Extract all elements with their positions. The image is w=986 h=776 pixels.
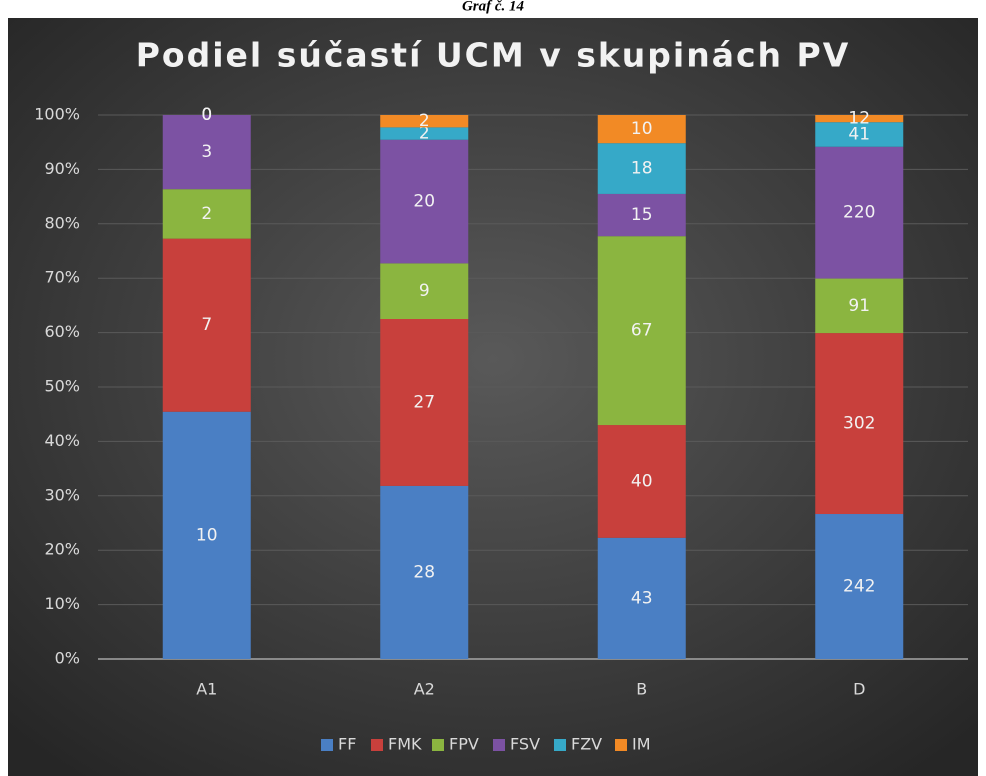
data-label: 7 <box>201 315 212 335</box>
y-tick-label: 50% <box>44 377 80 396</box>
data-label: 10 <box>196 525 218 545</box>
y-tick-label: 70% <box>44 268 80 287</box>
bar-segment <box>597 193 686 237</box>
bar-segment <box>380 319 469 486</box>
legend-label: FSV <box>510 735 540 754</box>
data-label: 20 <box>413 192 435 212</box>
data-label: 2 <box>419 124 430 144</box>
bar-segment <box>162 189 251 239</box>
bar-segment <box>597 236 686 426</box>
data-label: 3 <box>201 142 212 162</box>
data-label: 67 <box>631 321 653 341</box>
caption: Graf č. 14 <box>462 0 525 14</box>
data-label: 12 <box>848 109 870 129</box>
y-tick-label: 100% <box>34 105 80 124</box>
bar-segment <box>597 537 686 659</box>
bar-segment <box>380 485 469 659</box>
x-tick-label: A1 <box>196 680 217 699</box>
data-label: 28 <box>413 562 435 582</box>
x-tick-label: D <box>853 680 865 699</box>
bar-segment <box>162 115 251 190</box>
data-label: 302 <box>843 414 875 434</box>
bar-segment <box>815 122 904 147</box>
data-label: 40 <box>631 471 653 491</box>
legend-swatch <box>493 739 505 751</box>
data-label: 10 <box>631 119 653 139</box>
legend-swatch <box>321 739 333 751</box>
data-label: 242 <box>843 577 875 597</box>
legend-label: FPV <box>449 735 479 754</box>
bar-segment <box>380 263 469 319</box>
y-tick-label: 0% <box>55 649 80 668</box>
data-label: 18 <box>631 159 653 179</box>
data-label: 43 <box>631 588 653 608</box>
legend-label: FF <box>338 735 356 754</box>
chart-title: Podiel súčastí UCM v skupinách PV <box>136 36 851 75</box>
data-label: 2 <box>419 111 430 131</box>
data-label: 27 <box>413 392 435 412</box>
bar-segment <box>815 115 904 123</box>
legend-swatch <box>615 739 627 751</box>
bar-segment <box>162 411 251 659</box>
x-tick-label: A2 <box>414 680 435 699</box>
bar-segment <box>815 514 904 659</box>
bar-segment <box>380 115 469 128</box>
bar-segment <box>380 139 469 264</box>
data-label: 0 <box>201 105 212 125</box>
bar-segment <box>597 115 686 144</box>
data-label: 220 <box>843 203 875 223</box>
legend-label: IM <box>632 735 651 754</box>
data-label: 9 <box>419 281 430 301</box>
data-label: 2 <box>201 204 212 224</box>
y-tick-label: 30% <box>44 485 80 504</box>
bar-segment <box>597 143 686 194</box>
bar-segment <box>815 146 904 279</box>
legend-swatch <box>432 739 444 751</box>
legend-swatch <box>554 739 566 751</box>
bar-segment <box>815 333 904 515</box>
bar-segment <box>815 278 904 334</box>
bar-segment <box>597 425 686 538</box>
data-label: 91 <box>848 296 870 316</box>
x-tick-label: B <box>636 680 647 699</box>
data-label: 41 <box>848 124 870 144</box>
y-tick-label: 10% <box>44 594 80 613</box>
y-tick-label: 80% <box>44 213 80 232</box>
y-tick-label: 40% <box>44 431 80 450</box>
legend-swatch <box>371 739 383 751</box>
data-label: 0 <box>201 105 212 125</box>
legend-label: FMK <box>388 735 422 754</box>
y-tick-label: 60% <box>44 322 80 341</box>
y-tick-label: 20% <box>44 540 80 559</box>
y-tick-label: 90% <box>44 159 80 178</box>
data-label: 15 <box>631 205 653 225</box>
bar-segment <box>162 238 251 412</box>
legend-label: FZV <box>571 735 602 754</box>
bar-segment <box>380 127 469 140</box>
